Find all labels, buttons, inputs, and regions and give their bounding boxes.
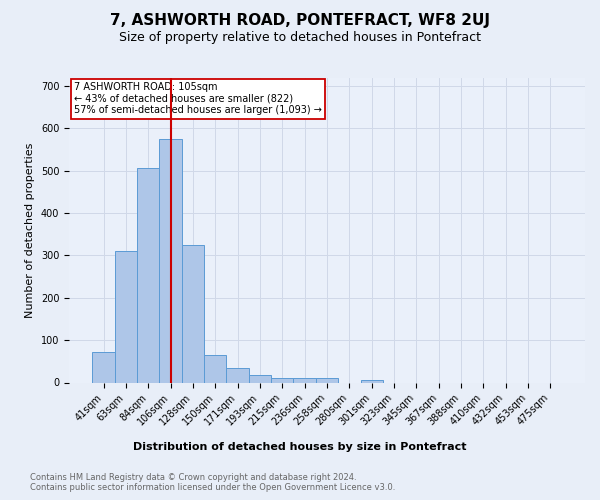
Bar	[361, 380, 383, 382]
Bar	[293, 378, 316, 382]
Bar	[204, 355, 226, 382]
Bar	[137, 168, 160, 382]
Bar	[249, 375, 271, 382]
Y-axis label: Number of detached properties: Number of detached properties	[25, 142, 35, 318]
Text: Contains public sector information licensed under the Open Government Licence v3: Contains public sector information licen…	[30, 484, 395, 492]
Text: Contains HM Land Registry data © Crown copyright and database right 2024.: Contains HM Land Registry data © Crown c…	[30, 472, 356, 482]
Text: 7 ASHWORTH ROAD: 105sqm
← 43% of detached houses are smaller (822)
57% of semi-d: 7 ASHWORTH ROAD: 105sqm ← 43% of detache…	[74, 82, 322, 116]
Bar	[271, 378, 293, 382]
Bar	[160, 139, 182, 382]
Text: Distribution of detached houses by size in Pontefract: Distribution of detached houses by size …	[133, 442, 467, 452]
Bar	[316, 378, 338, 382]
Bar	[92, 352, 115, 382]
Text: Size of property relative to detached houses in Pontefract: Size of property relative to detached ho…	[119, 31, 481, 44]
Bar	[115, 251, 137, 382]
Bar	[226, 368, 249, 382]
Text: 7, ASHWORTH ROAD, PONTEFRACT, WF8 2UJ: 7, ASHWORTH ROAD, PONTEFRACT, WF8 2UJ	[110, 12, 490, 28]
Bar	[182, 245, 204, 382]
